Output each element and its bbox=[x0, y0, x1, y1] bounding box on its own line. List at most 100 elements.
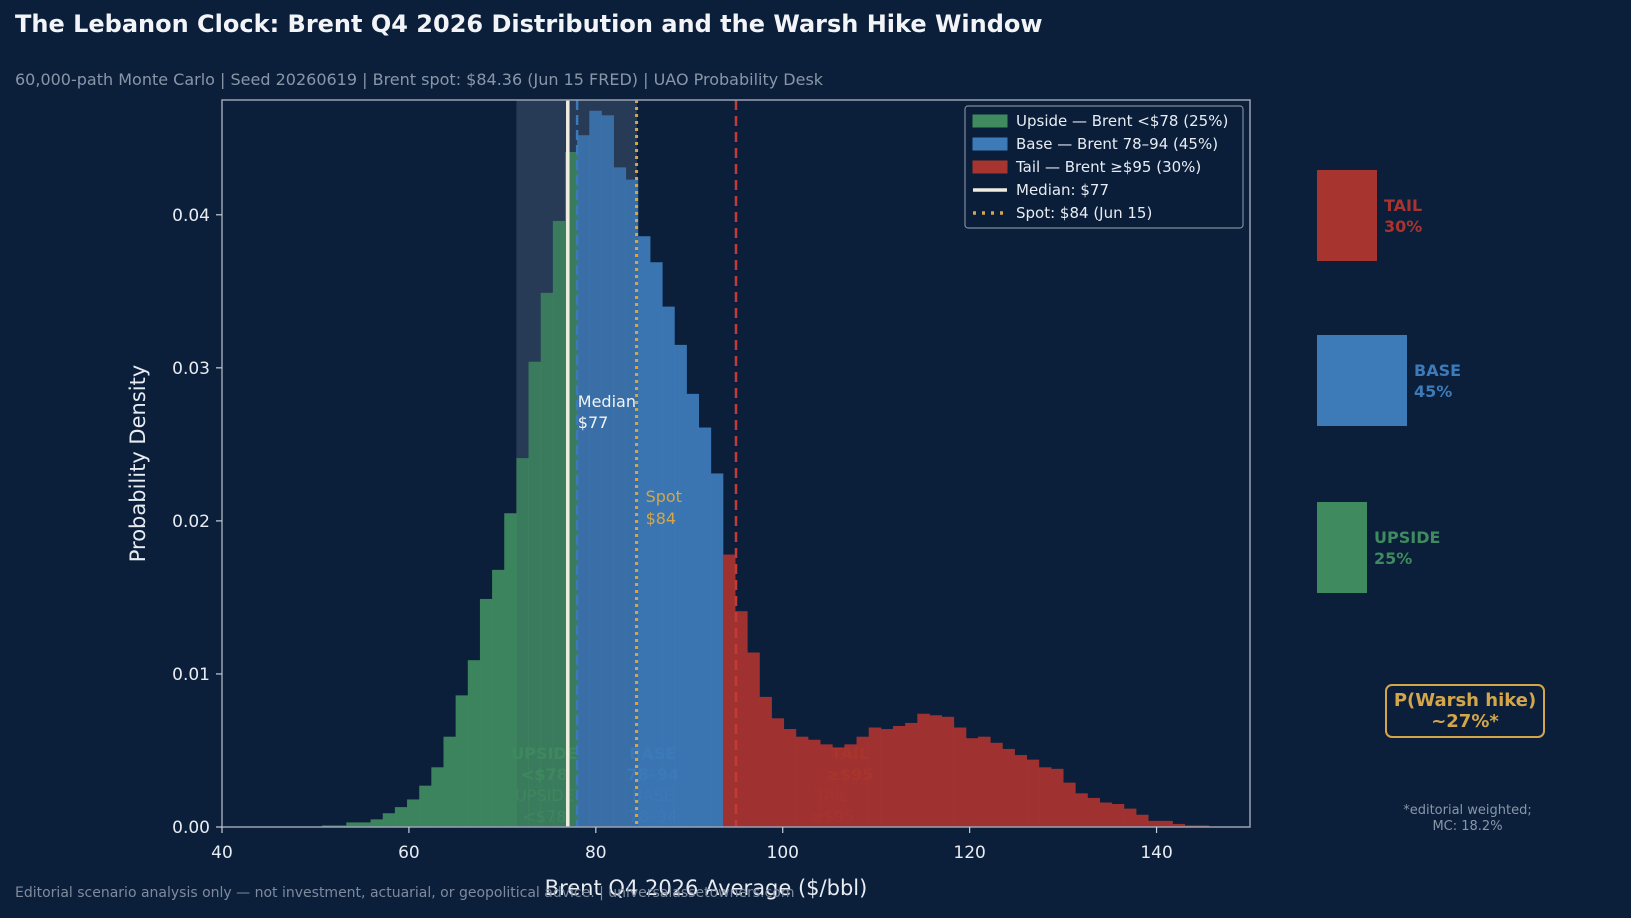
histogram-bar bbox=[1050, 768, 1064, 827]
hike-note-line2: MC: 18.2% bbox=[1432, 819, 1503, 834]
histogram-bar bbox=[443, 736, 457, 827]
chart-subtitle: 60,000-path Monte Carlo | Seed 20260619 … bbox=[15, 70, 824, 89]
x-tick-label: 40 bbox=[211, 843, 233, 863]
histogram-bar bbox=[625, 179, 639, 827]
histogram-bar bbox=[589, 110, 602, 827]
histogram-bar bbox=[1002, 748, 1015, 827]
zone-label: <$78 bbox=[522, 807, 566, 826]
histogram-bar bbox=[783, 729, 797, 827]
plot-frame bbox=[221, 99, 1251, 828]
legend-swatch bbox=[972, 137, 1008, 151]
histogram-bar bbox=[1135, 814, 1149, 827]
scenario-label: BASE bbox=[1414, 361, 1461, 380]
x-tick-label: 60 bbox=[398, 843, 420, 863]
histogram-bar bbox=[504, 513, 517, 827]
histogram-bar bbox=[1075, 793, 1088, 827]
legend-label: Spot: $84 (Jun 15) bbox=[1016, 204, 1152, 222]
scenario-label: TAIL bbox=[1384, 196, 1422, 215]
zone-label: UPSIDE bbox=[511, 744, 577, 763]
histogram-bar bbox=[965, 738, 979, 827]
histogram-bar bbox=[1038, 767, 1052, 827]
footer-disclaimer: Editorial scenario analysis only — not i… bbox=[15, 885, 795, 901]
histogram-bar bbox=[929, 715, 942, 827]
y-axis-label: Probability Density bbox=[126, 365, 150, 563]
x-tick-label: 120 bbox=[953, 843, 985, 863]
y-tick-label: 0.04 bbox=[172, 206, 210, 226]
histogram-bar bbox=[650, 262, 663, 827]
histogram-bar bbox=[844, 744, 857, 827]
hike-note: *editorial weighted; MC: 18.2% bbox=[1375, 803, 1560, 835]
histogram-bar bbox=[953, 727, 967, 827]
histogram-bar bbox=[674, 344, 687, 827]
zone-label: ≥$95 bbox=[827, 765, 874, 784]
hike-value: ~27%* bbox=[1431, 711, 1499, 732]
histogram-bar bbox=[492, 569, 505, 827]
median-annotation: Median bbox=[578, 392, 636, 411]
zone-label: TAIL bbox=[831, 744, 869, 763]
hike-note-line1: *editorial weighted; bbox=[1403, 803, 1532, 818]
hike-label: P(Warsh hike) bbox=[1393, 690, 1537, 711]
histogram-bar bbox=[1014, 755, 1028, 827]
scenario-pct: 45% bbox=[1414, 382, 1452, 401]
median-annotation: $77 bbox=[578, 413, 609, 432]
x-axis-label: Brent Q4 2026 Average ($/bbl) bbox=[545, 876, 868, 900]
histogram-bar bbox=[1196, 825, 1210, 827]
histogram-bar bbox=[637, 236, 651, 827]
x-tick-label: 100 bbox=[767, 843, 799, 863]
histogram-bar bbox=[467, 660, 481, 827]
histogram-bar bbox=[382, 813, 396, 827]
zone-label: ≥$95 bbox=[810, 807, 854, 826]
zone-label: 78–94 bbox=[627, 765, 680, 784]
x-tick-label: 80 bbox=[585, 843, 607, 863]
histogram-bar bbox=[601, 115, 614, 828]
legend-label: Tail — Brent ≥$95 (30%) bbox=[1015, 158, 1201, 176]
y-tick-label: 0.02 bbox=[172, 512, 210, 532]
histogram-bar bbox=[832, 747, 845, 827]
warsh-hike-box: P(Warsh hike) ~27%* bbox=[1385, 684, 1545, 738]
histogram-bar bbox=[552, 220, 566, 828]
histogram-bar bbox=[941, 716, 955, 827]
histogram-bar bbox=[613, 167, 627, 828]
spot-annotation: Spot bbox=[646, 487, 682, 506]
histogram-bar bbox=[710, 473, 724, 827]
histogram-bar bbox=[407, 799, 420, 827]
zone-label: BASE bbox=[632, 786, 674, 805]
chart-title: The Lebanon Clock: Brent Q4 2026 Distrib… bbox=[15, 10, 1043, 38]
histogram-bar bbox=[1099, 802, 1113, 827]
zone-label: TAIL bbox=[814, 786, 848, 805]
histogram-bar bbox=[1172, 823, 1185, 827]
scenario-pct: 30% bbox=[1384, 217, 1422, 236]
histogram-bar bbox=[1148, 820, 1161, 827]
histogram-bar bbox=[662, 306, 675, 827]
zone-label: BASE bbox=[629, 744, 676, 763]
histogram-bar bbox=[795, 736, 809, 827]
legend-swatch bbox=[972, 160, 1008, 174]
histogram-bar bbox=[1026, 759, 1040, 827]
x-tick-label: 140 bbox=[1140, 843, 1172, 863]
histogram-bar bbox=[431, 767, 444, 827]
histogram-bar bbox=[321, 825, 335, 827]
scenario-label: UPSIDE bbox=[1374, 528, 1440, 547]
histogram-bar bbox=[807, 739, 821, 827]
histogram-bar bbox=[880, 729, 894, 827]
histogram-bar bbox=[722, 554, 736, 827]
histogram-bar bbox=[1123, 808, 1137, 827]
histogram-bar bbox=[577, 135, 590, 828]
histogram-bar bbox=[747, 652, 760, 827]
zone-label: UPSIDE bbox=[515, 786, 574, 805]
y-tick-label: 0.01 bbox=[172, 665, 210, 685]
histogram-bar bbox=[479, 598, 493, 827]
histogram-bar bbox=[978, 736, 991, 827]
histogram-bar bbox=[820, 744, 833, 827]
histogram-bar bbox=[1063, 782, 1076, 827]
scenario-bar-tail bbox=[1317, 170, 1377, 261]
histogram-bar bbox=[735, 611, 748, 827]
histogram-bar bbox=[540, 292, 554, 827]
histogram-bar bbox=[394, 807, 408, 827]
histogram-bar bbox=[905, 722, 918, 827]
histogram-bar bbox=[917, 713, 930, 827]
histogram-bar bbox=[346, 822, 359, 827]
histogram-bar bbox=[528, 361, 542, 827]
histogram-bar bbox=[868, 727, 882, 827]
